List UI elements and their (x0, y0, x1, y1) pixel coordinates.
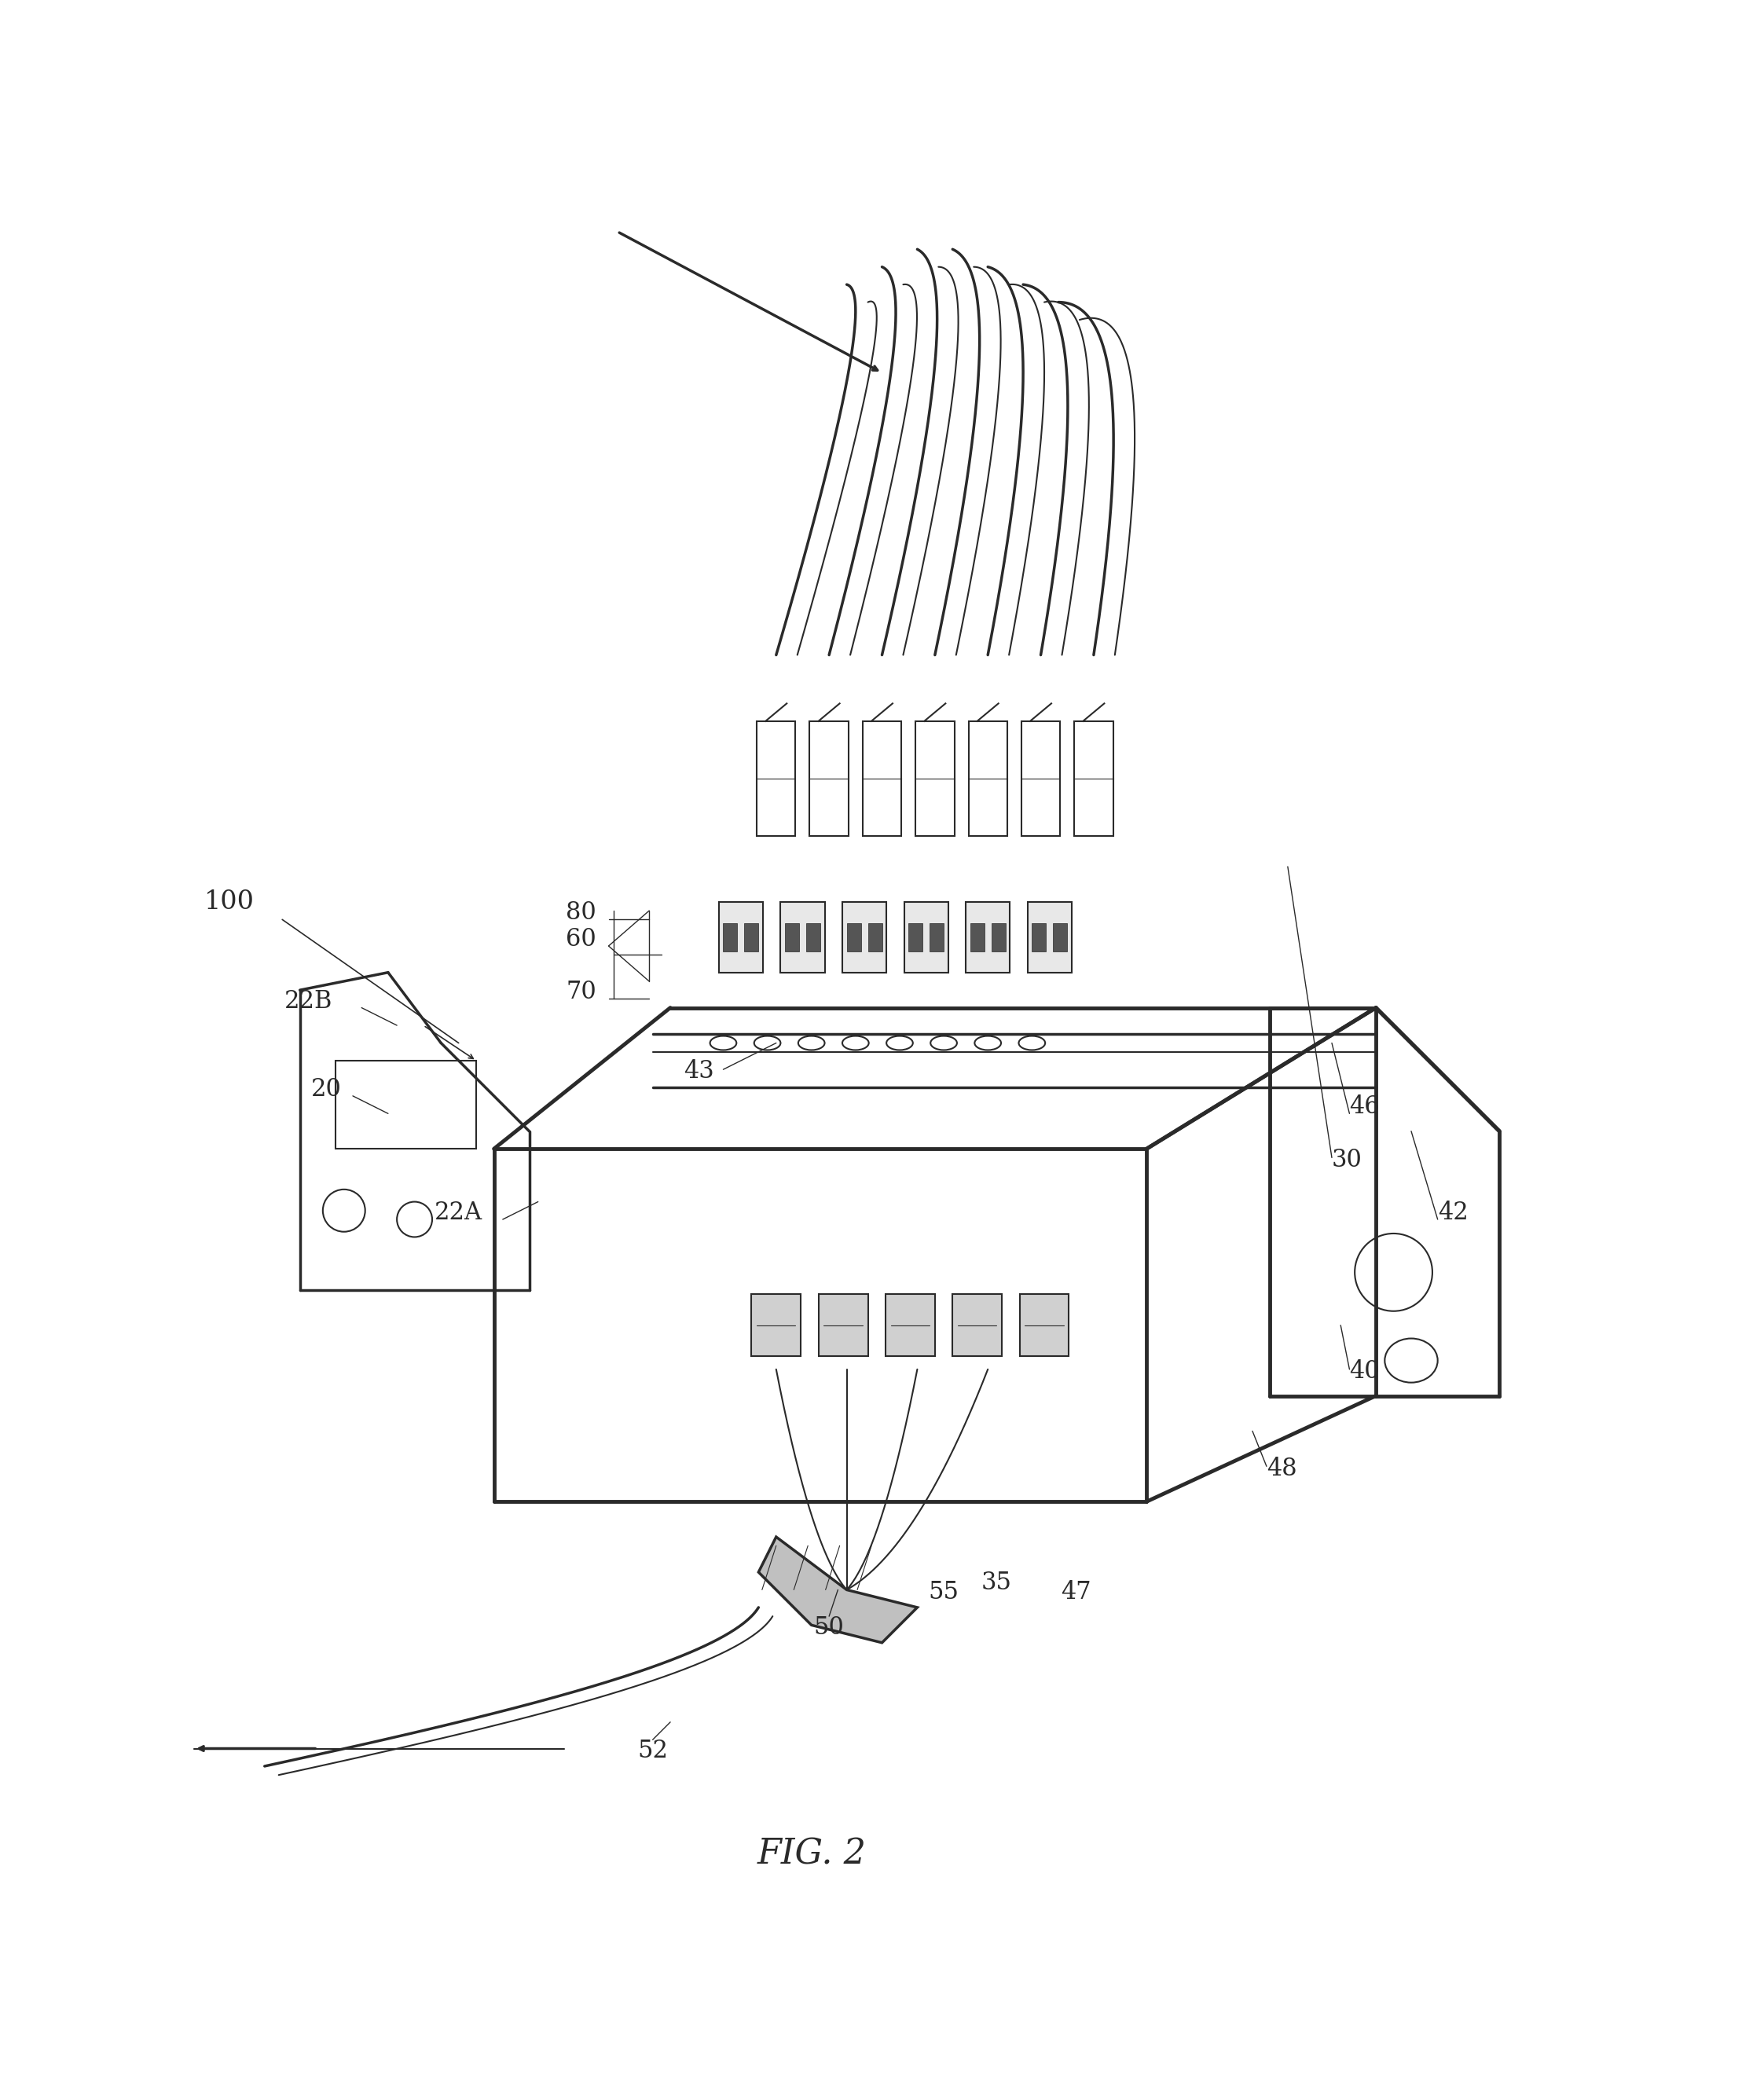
Bar (810, 722, 848, 836)
Text: 52: 52 (637, 1738, 669, 1763)
Bar (953, 1293, 1002, 1356)
Bar (1053, 924, 1067, 951)
Bar (335, 1060, 476, 1149)
Bar (991, 924, 1005, 951)
Bar (868, 924, 882, 951)
Bar (905, 901, 949, 972)
Bar (970, 924, 984, 951)
Text: 80: 80 (566, 901, 596, 924)
Bar (1021, 722, 1060, 836)
Bar (720, 901, 762, 972)
Text: 70: 70 (566, 980, 596, 1003)
Text: 46: 46 (1349, 1095, 1379, 1118)
Bar (863, 722, 901, 836)
Bar (780, 901, 824, 972)
Text: FIG. 2: FIG. 2 (757, 1838, 866, 1871)
Bar (908, 924, 923, 951)
Bar (723, 924, 737, 951)
Text: 55: 55 (928, 1579, 960, 1604)
Text: 22B: 22B (284, 989, 333, 1014)
Bar (785, 924, 799, 951)
Bar (843, 901, 886, 972)
Text: 42: 42 (1438, 1202, 1468, 1224)
Bar (967, 901, 1011, 972)
Bar (1032, 924, 1046, 951)
Text: 48: 48 (1267, 1456, 1297, 1481)
Text: 47: 47 (1060, 1579, 1092, 1604)
Bar (930, 924, 944, 951)
Text: 35: 35 (981, 1571, 1013, 1596)
Text: 50: 50 (813, 1615, 845, 1640)
Polygon shape (759, 1537, 917, 1642)
Text: 60: 60 (566, 926, 596, 951)
Bar (1074, 722, 1113, 836)
Bar (886, 1293, 935, 1356)
Text: 20: 20 (310, 1076, 342, 1101)
Bar (751, 1293, 801, 1356)
Bar (1020, 1293, 1069, 1356)
Bar (847, 924, 861, 951)
Text: 40: 40 (1349, 1360, 1379, 1383)
Bar (968, 722, 1007, 836)
Text: 30: 30 (1332, 1147, 1362, 1172)
Text: 43: 43 (684, 1060, 714, 1085)
Text: 22A: 22A (434, 1202, 483, 1224)
Text: 100: 100 (205, 889, 254, 914)
Bar (1027, 901, 1073, 972)
Bar (757, 722, 796, 836)
Bar (916, 722, 954, 836)
Bar (818, 1293, 868, 1356)
Bar (744, 924, 759, 951)
Bar (806, 924, 820, 951)
